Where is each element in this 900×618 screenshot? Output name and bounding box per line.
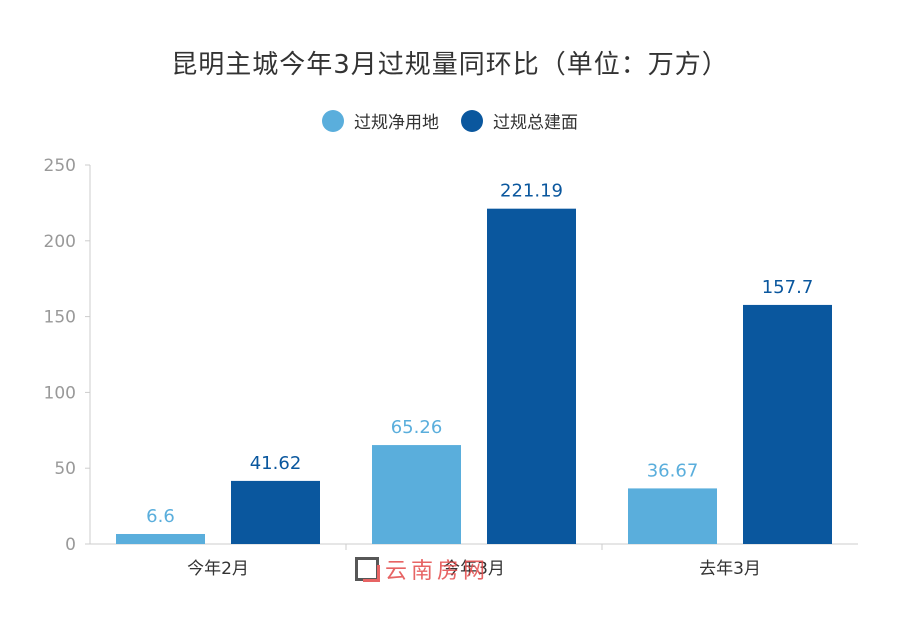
legend-label-series-2: 过规总建面 xyxy=(493,113,578,133)
y-tick-label: 0 xyxy=(65,535,76,555)
watermark-logo-icon xyxy=(355,557,380,582)
bar-series-1 xyxy=(372,445,461,544)
watermark-text: 云南房网 xyxy=(385,559,490,584)
legend-swatch-series-1 xyxy=(322,109,344,132)
legend-item-series-1[interactable]: 过规净用地 xyxy=(322,108,439,133)
watermark: 云南房网 xyxy=(355,553,489,585)
bar-series-2 xyxy=(743,304,832,544)
bar-series-2 xyxy=(231,480,320,544)
x-tick-label: 去年3月 xyxy=(699,559,761,579)
y-tick-label: 250 xyxy=(44,156,76,176)
chart-legend: 过规净用地 过规总建面 xyxy=(0,108,900,133)
data-label-series-1: 36.67 xyxy=(647,460,699,481)
data-label-series-2: 221.19 xyxy=(500,181,563,202)
legend-label-series-1: 过规净用地 xyxy=(354,113,439,133)
legend-swatch-series-2 xyxy=(461,109,483,132)
y-tick-label: 150 xyxy=(44,308,76,328)
bar-series-1 xyxy=(116,533,205,544)
data-label-series-1: 6.6 xyxy=(146,506,175,527)
data-label-series-2: 157.7 xyxy=(762,277,814,298)
data-label-series-1: 65.26 xyxy=(391,417,443,438)
chart-title: 昆明主城今年3月过规量同环比（单位：万方） xyxy=(171,50,729,80)
bar-series-1 xyxy=(628,488,717,544)
y-tick-label: 200 xyxy=(44,232,76,252)
y-tick-label: 100 xyxy=(44,383,76,403)
x-tick-label: 今年2月 xyxy=(187,559,249,579)
legend-item-series-2[interactable]: 过规总建面 xyxy=(461,108,578,133)
bar-series-2 xyxy=(487,208,576,544)
data-label-series-2: 41.62 xyxy=(250,453,302,474)
y-tick-label: 50 xyxy=(54,459,76,479)
x-tick-label: 今年3月 xyxy=(443,559,505,579)
